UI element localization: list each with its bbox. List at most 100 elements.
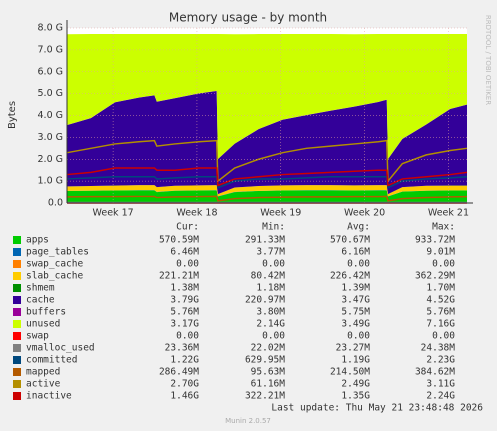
legend-stat: 5.76M xyxy=(170,307,199,318)
legend-swatch xyxy=(13,356,21,364)
legend-stat: 1.38M xyxy=(170,283,199,294)
legend-stat: 629.95M xyxy=(245,355,285,366)
legend-swatch xyxy=(13,296,21,304)
legend-label: active xyxy=(26,379,61,390)
legend-stat: 322.21M xyxy=(245,391,285,402)
legend-header: Max: xyxy=(432,222,455,233)
legend-stat: 0.00 xyxy=(432,331,455,342)
legend-stat: 1.46G xyxy=(170,391,199,402)
legend-swatch xyxy=(13,284,21,292)
legend-stat: 80.42M xyxy=(251,271,286,282)
legend-swatch xyxy=(13,380,21,388)
legend-stat: 220.97M xyxy=(245,295,285,306)
legend-stat: 0.00 xyxy=(432,259,455,270)
legend-swatch xyxy=(13,308,21,316)
legend-stat: 226.42M xyxy=(330,271,370,282)
line xyxy=(66,139,468,184)
legend-swatch xyxy=(13,272,21,280)
y-tick-label: 7.0 G xyxy=(38,44,64,55)
legend-label: buffers xyxy=(26,307,66,318)
legend-stat: 570.67M xyxy=(330,235,370,246)
legend-stat: 0.00 xyxy=(176,331,199,342)
legend-stat: 221.21M xyxy=(159,271,199,282)
x-tick-label: Week 21 xyxy=(428,208,469,219)
y-tick-label: 2.0 G xyxy=(38,154,64,165)
legend-stat: 4.52G xyxy=(426,295,455,306)
y-axis-label: Bytes xyxy=(7,101,18,129)
side-text: RRDTOOL / TOBI OETIKER xyxy=(484,15,492,105)
legend-stat: 286.49M xyxy=(159,367,199,378)
chart-title: Memory usage - by month xyxy=(169,11,327,25)
legend-stat: 933.72M xyxy=(415,235,455,246)
legend-swatch xyxy=(13,236,21,244)
legend-label: slab_cache xyxy=(26,271,83,282)
legend-label: cache xyxy=(26,295,55,306)
last-update: Last update: Thu May 21 23:48:48 2026 xyxy=(271,403,483,414)
legend-header: Min: xyxy=(262,222,285,233)
y-tick-label: 8.0 G xyxy=(38,23,64,34)
legend-stat: 1.22G xyxy=(170,355,199,366)
legend-stat: 291.33M xyxy=(245,235,285,246)
y-tick-label: 6.0 G xyxy=(38,66,64,77)
legend-stat: 2.70G xyxy=(170,379,199,390)
area xyxy=(67,185,467,197)
line xyxy=(66,176,468,189)
legend-stat: 384.62M xyxy=(415,367,455,378)
legend-stat: 362.29M xyxy=(415,271,455,282)
legend-stat: 0.00 xyxy=(262,331,285,342)
legend-label: page_tables xyxy=(26,247,89,258)
legend-stat: 7.16G xyxy=(426,319,455,330)
y-tick-label: 1.0 G xyxy=(38,176,64,187)
legend-stat: 0.00 xyxy=(176,259,199,270)
legend-stat: 95.63M xyxy=(251,367,286,378)
legend-label: swap_cache xyxy=(26,259,83,270)
legend-swatch xyxy=(13,320,21,328)
legend-stat: 2.14G xyxy=(256,319,285,330)
legend-stat: 24.38M xyxy=(421,343,456,354)
legend-label: unused xyxy=(26,319,60,330)
legend-label: shmem xyxy=(26,283,55,294)
legend-stat: 3.80M xyxy=(256,307,285,318)
legend-label: apps xyxy=(26,235,49,246)
line xyxy=(66,167,468,187)
legend-stat: 3.17G xyxy=(170,319,199,330)
legend-stat: 1.19G xyxy=(341,355,370,366)
footer: Munin 2.0.57 xyxy=(225,417,271,425)
legend-stat: 2.49G xyxy=(341,379,370,390)
y-tick-label: 4.0 G xyxy=(38,110,64,121)
legend-stat: 3.47G xyxy=(341,295,370,306)
legend-header: Avg: xyxy=(347,222,370,233)
legend-stat: 3.79G xyxy=(170,295,199,306)
y-tick-label: 0.0 xyxy=(48,198,63,209)
y-tick-label: 5.0 G xyxy=(38,88,64,99)
x-tick-label: Week 17 xyxy=(93,208,134,219)
legend-stat: 6.46M xyxy=(170,247,199,258)
legend-stat: 9.01M xyxy=(426,247,455,258)
legend-stat: 3.77M xyxy=(256,247,285,258)
legend-label: inactive xyxy=(26,391,72,402)
legend-stat: 1.35G xyxy=(341,391,370,402)
legend-stat: 3.11G xyxy=(426,379,455,390)
area xyxy=(67,34,467,159)
legend-stat: 5.76M xyxy=(426,307,455,318)
legend-header: Cur: xyxy=(176,222,199,233)
legend-swatch xyxy=(13,344,21,352)
legend-swatch xyxy=(13,248,21,256)
line xyxy=(66,195,468,202)
x-tick-label: Week 20 xyxy=(344,208,385,219)
x-tick-label: Week 19 xyxy=(260,208,301,219)
legend-stat: 1.18M xyxy=(256,283,285,294)
legend-label: vmalloc_used xyxy=(26,343,95,354)
legend-stat: 61.16M xyxy=(251,379,286,390)
legend-stat: 3.49G xyxy=(341,319,370,330)
legend-stat: 1.39M xyxy=(341,283,370,294)
legend-swatch xyxy=(13,368,21,376)
y-tick-label: 3.0 G xyxy=(38,132,64,143)
legend-swatch xyxy=(13,392,21,400)
legend-label: committed xyxy=(26,355,77,366)
legend-swatch xyxy=(13,260,21,268)
legend-label: mapped xyxy=(26,367,60,378)
legend-swatch xyxy=(13,332,21,340)
x-tick-label: Week 18 xyxy=(176,208,217,219)
